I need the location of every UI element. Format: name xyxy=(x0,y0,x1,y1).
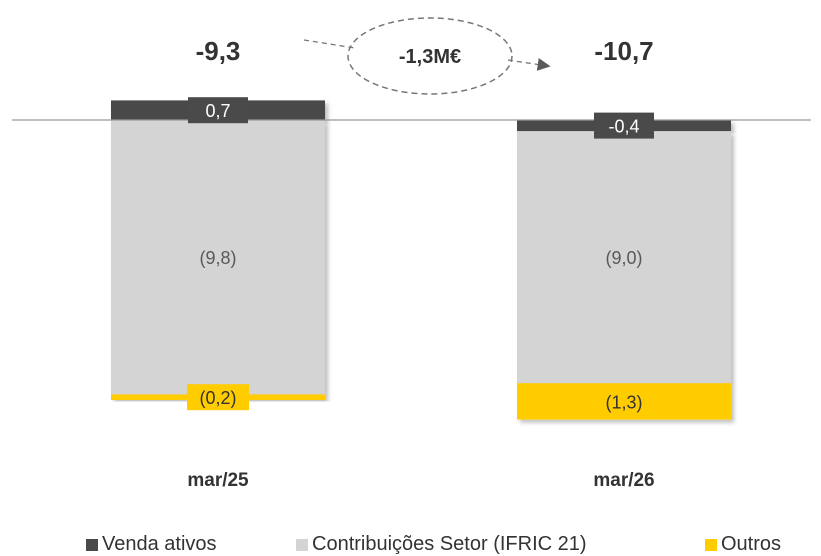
legend-label: Outros xyxy=(721,533,782,555)
bar-value-label: 0,7 xyxy=(205,101,230,121)
change-bubble xyxy=(347,17,513,95)
change-arrow-head xyxy=(507,58,551,71)
bar-value-label: (1,3) xyxy=(605,392,642,412)
legend-label: Venda ativos xyxy=(102,533,217,555)
bar-value-label: (0,2) xyxy=(199,388,236,408)
bar-value-label-box xyxy=(187,384,249,411)
legend-swatch xyxy=(705,538,717,551)
legend: Venda ativos Contribuições Setor (IFRIC … xyxy=(0,533,821,555)
legend-swatch xyxy=(296,538,308,551)
category-label: mar/26 xyxy=(593,470,654,491)
bar-total-label: -10,7 xyxy=(594,36,653,66)
bar-segment xyxy=(111,120,325,395)
bar-segment xyxy=(517,131,731,384)
legend-swatch xyxy=(86,538,98,551)
bar-value-label-box xyxy=(188,97,248,124)
change-label: -1,3M€ xyxy=(399,46,461,68)
bar-total-label: -9,3 xyxy=(196,36,241,66)
change-arrow-tail xyxy=(303,39,356,49)
bar-value-label-box xyxy=(594,112,654,139)
bar-value-label: (9,8) xyxy=(199,248,236,268)
category-label: mar/25 xyxy=(187,470,249,491)
legend-item-venda-ativos: Venda ativos xyxy=(86,533,217,556)
bar-value-label: -0,4 xyxy=(608,117,639,137)
legend-label: Contribuições Setor (IFRIC 21) xyxy=(312,533,587,555)
stacked-bar-chart: 0,7 (9,8) (0,2) -9,3 mar/25 -0,4 (9,0) (1,3) -10… xyxy=(12,17,811,491)
legend-item-contribuicoes-setor: Contribuições Setor (IFRIC 21) xyxy=(296,533,587,556)
legend-item-outros: Outros xyxy=(705,533,781,556)
bar-value-label: (9,0) xyxy=(605,248,642,268)
bar-value-label-box xyxy=(564,388,684,415)
